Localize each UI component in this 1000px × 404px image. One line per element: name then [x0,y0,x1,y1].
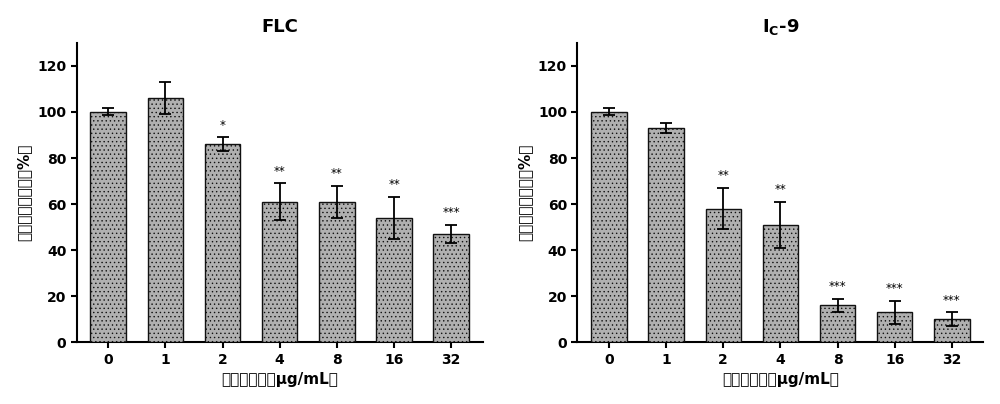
X-axis label: 化合物浓度（μg/mL）: 化合物浓度（μg/mL） [722,372,839,387]
Bar [763,225,798,342]
Text: **: ** [274,164,286,178]
Bar [90,112,126,342]
Y-axis label: 生物被膜形成率（%）: 生物被膜形成率（%） [517,144,532,241]
Bar [820,305,855,342]
Bar [433,234,469,342]
Bar [648,128,684,342]
Bar [376,218,412,342]
Bar [934,319,970,342]
Bar [205,144,240,342]
Text: ***: *** [943,294,961,307]
Bar [877,312,912,342]
X-axis label: 化合物浓度（μg/mL）: 化合物浓度（μg/mL） [221,372,338,387]
Bar [262,202,297,342]
Text: *: * [220,118,225,131]
Text: **: ** [717,169,729,182]
Title: FLC: FLC [261,18,298,36]
Bar [591,112,627,342]
Title: I$_\mathregular{C}$-9: I$_\mathregular{C}$-9 [762,17,799,37]
Bar [148,98,183,342]
Text: ***: *** [442,206,460,219]
Text: ***: *** [886,282,904,295]
Text: **: ** [331,167,343,180]
Bar [706,209,741,342]
Text: ***: *** [829,280,846,293]
Text: **: ** [388,179,400,191]
Y-axis label: 生物被膜形成率（%）: 生物被膜形成率（%） [17,144,32,241]
Text: **: ** [775,183,786,196]
Bar [319,202,355,342]
